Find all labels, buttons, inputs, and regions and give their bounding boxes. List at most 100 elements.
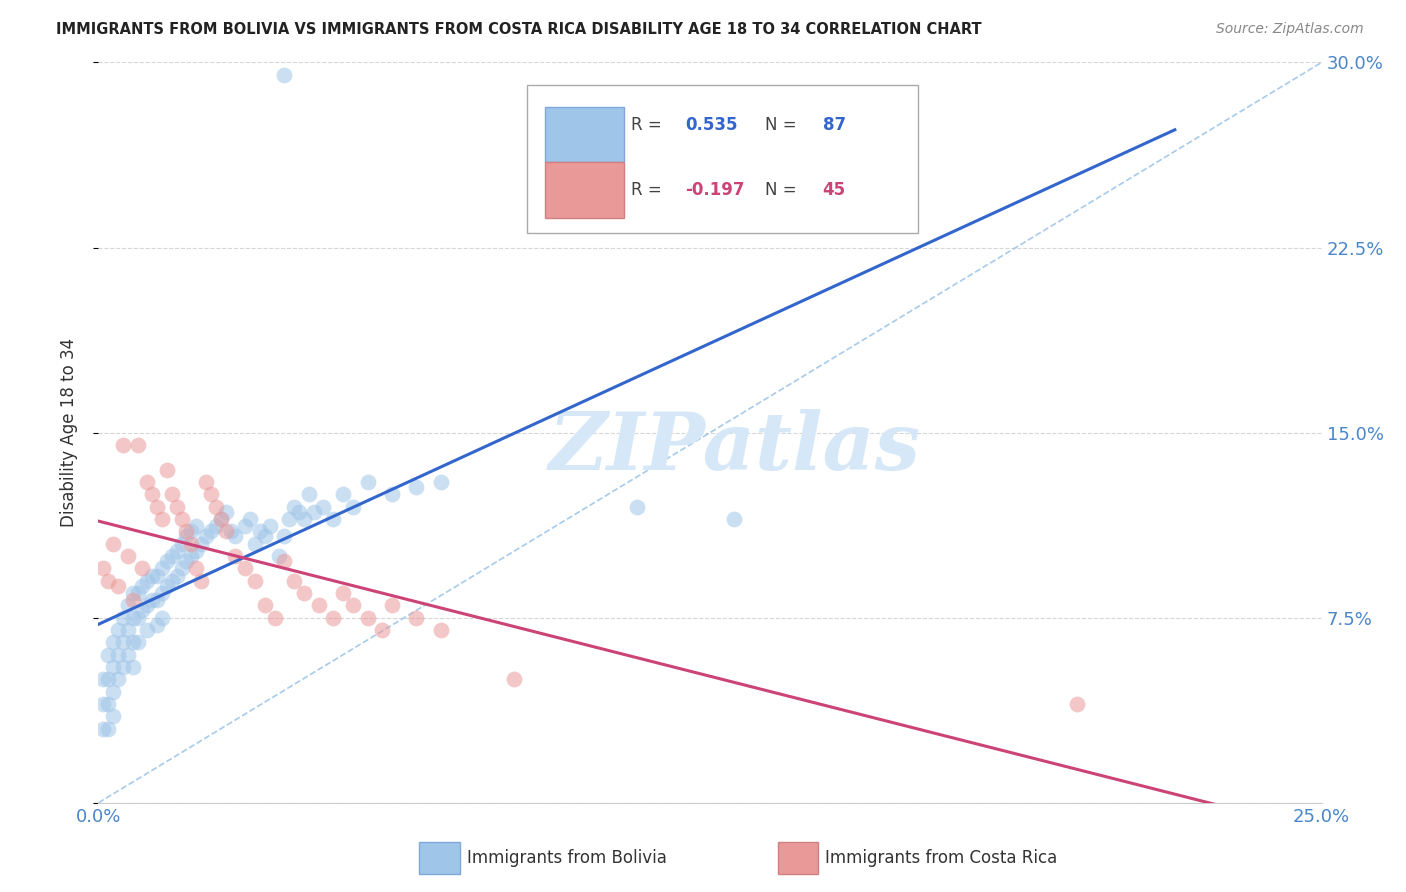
Point [107, 623, 129, 637]
Point [190, 537, 212, 551]
FancyBboxPatch shape [546, 107, 624, 162]
Text: R =: R = [630, 116, 666, 135]
Point [141, 568, 163, 582]
Point [117, 623, 139, 637]
Point [101, 635, 124, 649]
Point [200, 524, 222, 539]
Point [101, 709, 124, 723]
Point [278, 512, 301, 526]
Point [176, 554, 198, 568]
Point [91, 722, 114, 736]
Point [101, 537, 124, 551]
Point [302, 505, 325, 519]
Point [150, 561, 173, 575]
Point [253, 529, 276, 543]
Point [146, 568, 169, 582]
Point [342, 599, 364, 613]
Point [356, 475, 378, 489]
Point [156, 554, 179, 568]
Point [186, 561, 208, 575]
Point [283, 574, 305, 588]
Point [288, 505, 311, 519]
Text: N =: N = [765, 116, 801, 135]
Point [127, 438, 149, 452]
Point [131, 603, 153, 617]
Point [243, 537, 266, 551]
Point [322, 611, 344, 625]
Point [200, 487, 222, 501]
Point [121, 611, 143, 625]
Point [283, 500, 305, 514]
Point [156, 462, 179, 476]
Point [166, 568, 188, 582]
Point [180, 537, 202, 551]
Point [233, 519, 256, 533]
Point [195, 475, 218, 489]
Point [214, 524, 236, 539]
Point [180, 549, 202, 563]
Point [107, 673, 129, 687]
Point [332, 487, 354, 501]
Point [308, 599, 330, 613]
Point [1066, 697, 1088, 711]
Point [97, 574, 120, 588]
Text: Immigrants from Costa Rica: Immigrants from Costa Rica [825, 849, 1057, 867]
Point [186, 544, 208, 558]
Point [160, 549, 183, 563]
Point [405, 480, 427, 494]
Point [224, 549, 246, 563]
Point [141, 593, 163, 607]
Point [101, 685, 124, 699]
Point [127, 586, 149, 600]
Point [166, 500, 188, 514]
Point [219, 524, 242, 539]
Point [131, 579, 153, 593]
Point [156, 579, 179, 593]
Point [136, 599, 159, 613]
Point [97, 673, 120, 687]
Point [626, 500, 648, 514]
Point [127, 611, 149, 625]
Point [170, 561, 193, 575]
Point [117, 549, 139, 563]
Point [503, 673, 526, 687]
Point [332, 586, 354, 600]
Point [170, 512, 193, 526]
Point [131, 561, 153, 575]
Point [292, 586, 315, 600]
Point [97, 697, 120, 711]
Text: ZIPatlas: ZIPatlas [548, 409, 921, 486]
Point [107, 648, 129, 662]
Text: R =: R = [630, 181, 666, 199]
Point [141, 487, 163, 501]
Point [381, 599, 404, 613]
Point [292, 512, 315, 526]
Point [298, 487, 321, 501]
Point [195, 529, 218, 543]
Point [121, 586, 143, 600]
Point [150, 512, 173, 526]
Point [136, 574, 159, 588]
Point [214, 505, 236, 519]
Point [209, 512, 232, 526]
Point [273, 68, 295, 82]
Point [186, 519, 208, 533]
Point [121, 635, 143, 649]
Point [160, 487, 183, 501]
Point [176, 524, 198, 539]
Point [117, 599, 139, 613]
Point [430, 475, 453, 489]
Point [121, 660, 143, 674]
Point [111, 438, 134, 452]
Point [356, 611, 378, 625]
Point [405, 611, 427, 625]
Point [430, 623, 453, 637]
Point [91, 561, 114, 575]
Point [273, 554, 295, 568]
Point [249, 524, 271, 539]
Point [312, 500, 335, 514]
Point [150, 586, 173, 600]
Text: Source: ZipAtlas.com: Source: ZipAtlas.com [1216, 22, 1364, 37]
Point [269, 549, 291, 563]
Point [136, 475, 159, 489]
